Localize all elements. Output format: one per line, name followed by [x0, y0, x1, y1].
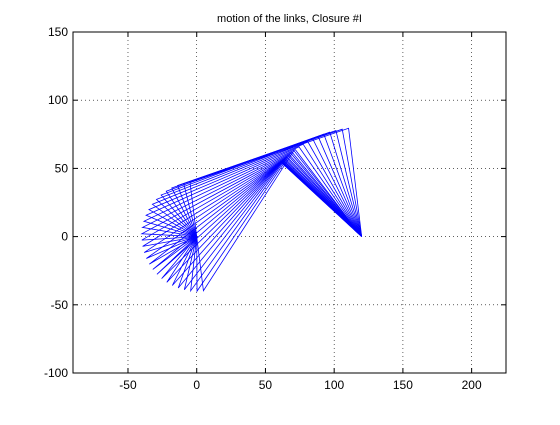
linkage-position-line — [196, 149, 362, 292]
x-tick-label: -50 — [119, 378, 137, 392]
y-tick-label: -100 — [44, 366, 68, 380]
chart-title: motion of the links, Closure #I — [217, 13, 362, 25]
linkage-position-line — [190, 154, 362, 293]
link-lines — [140, 127, 363, 293]
x-tick-label: 100 — [324, 378, 344, 392]
linkage-position-line — [161, 161, 362, 279]
axis-ticks: -50 0 50 100 150 200 -100 -50 0 50 100 150 — [44, 25, 506, 392]
linkage-position-line — [145, 146, 362, 237]
linkage-position-line — [141, 156, 362, 241]
y-tick-label: 100 — [48, 93, 68, 107]
y-tick-label: 150 — [48, 25, 68, 39]
y-tick-label: 0 — [61, 230, 68, 244]
axes-frame — [72, 31, 507, 374]
linkage-position-line — [171, 159, 362, 286]
linkage-position-line — [155, 138, 363, 237]
linkage-position-line — [166, 160, 362, 283]
x-tick-label: 200 — [462, 378, 482, 392]
linkage-position-line — [177, 158, 362, 289]
x-tick-label: 50 — [259, 378, 273, 392]
linkage-position-line — [183, 156, 362, 291]
linkage-position-line — [160, 135, 363, 237]
linkage-position-line — [148, 143, 363, 237]
linkage-position-line — [189, 127, 363, 237]
grid-lines — [73, 31, 506, 374]
linkage-position-line — [141, 151, 362, 237]
y-tick-label: -50 — [51, 298, 69, 312]
x-tick-label: 0 — [193, 378, 200, 392]
y-tick-label: 50 — [55, 161, 69, 175]
linkage-position-line — [142, 149, 362, 237]
x-tick-label: 150 — [393, 378, 413, 392]
linkage-position-line — [140, 153, 362, 237]
linkage-position-line — [171, 131, 363, 237]
linkage-position-line — [165, 133, 363, 237]
linkage-position-line — [196, 152, 362, 293]
linkage-position-line — [151, 140, 363, 237]
